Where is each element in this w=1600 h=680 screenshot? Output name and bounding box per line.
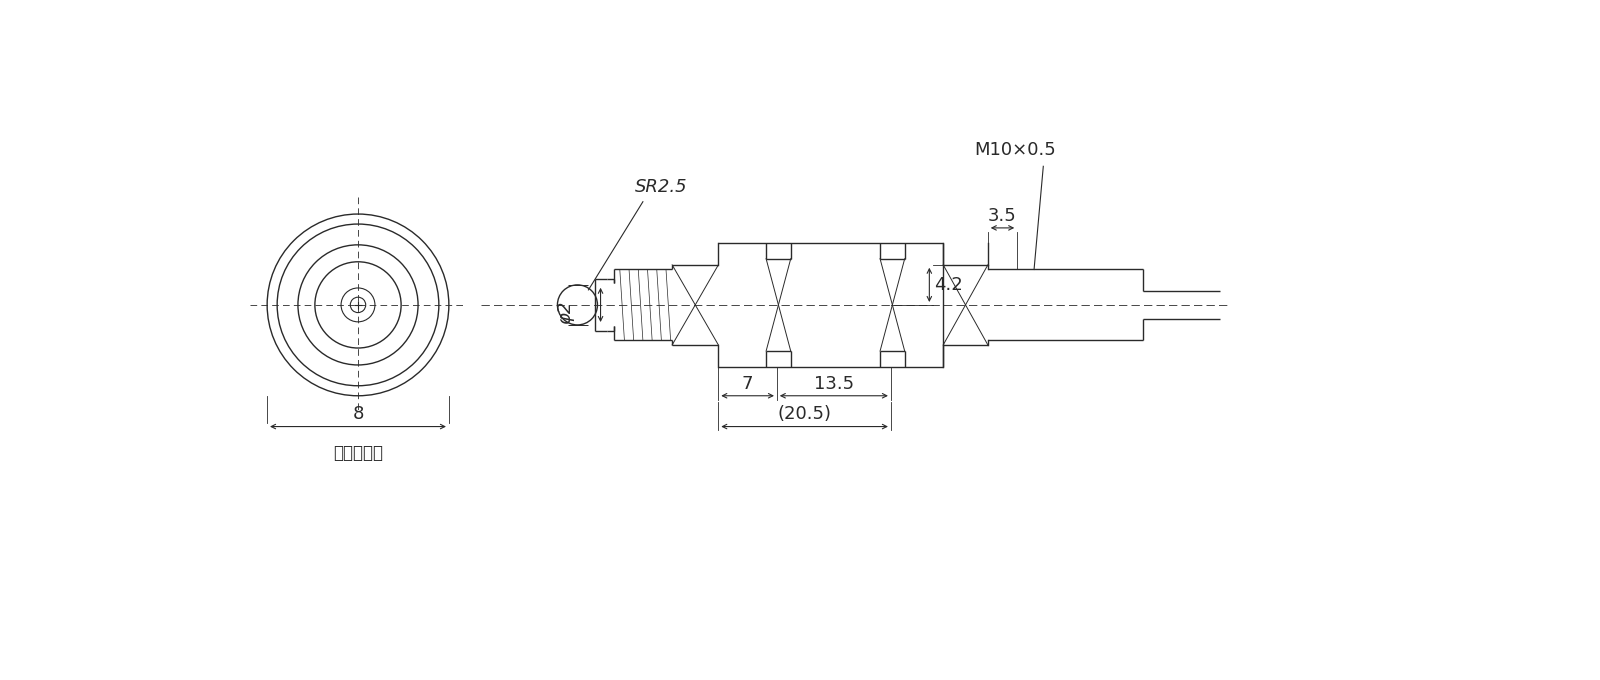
Text: 3.5: 3.5 bbox=[989, 207, 1018, 225]
Text: 4.2: 4.2 bbox=[934, 276, 963, 294]
Text: SR2.5: SR2.5 bbox=[635, 177, 688, 196]
Text: (20.5): (20.5) bbox=[778, 405, 832, 424]
Text: M10×0.5: M10×0.5 bbox=[974, 141, 1056, 158]
Text: φ2: φ2 bbox=[557, 301, 574, 324]
Text: 8: 8 bbox=[352, 405, 363, 424]
Text: 13.5: 13.5 bbox=[814, 375, 854, 392]
Text: 7: 7 bbox=[742, 375, 754, 392]
Text: （二面巾）: （二面巾） bbox=[333, 443, 382, 462]
